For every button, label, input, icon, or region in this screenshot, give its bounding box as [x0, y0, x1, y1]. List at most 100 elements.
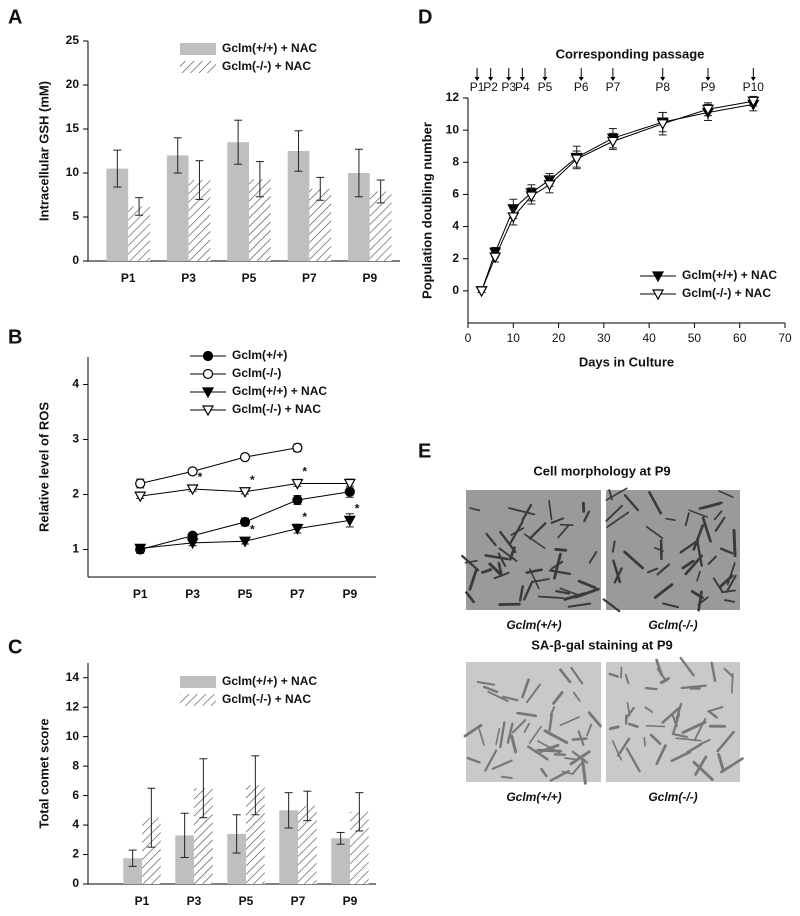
cell [644, 686, 658, 691]
marker [343, 478, 356, 490]
marker [525, 191, 538, 203]
cell [696, 570, 701, 582]
cell [554, 547, 568, 552]
legend-swatch [180, 694, 216, 706]
cell [671, 732, 688, 739]
cell [675, 737, 702, 742]
y-tick-label: 0 [72, 253, 79, 267]
y-axis-label: Population doubling number [419, 122, 434, 299]
legend-label: Gclm(+/+) + NAC [682, 268, 777, 282]
panel-letter: D [418, 6, 432, 28]
legend-label: Gclm(+/+) + NAC [232, 384, 327, 398]
marker [543, 180, 556, 192]
cell [559, 716, 580, 727]
cell [510, 734, 518, 754]
cell [681, 559, 695, 570]
significance: * [302, 465, 307, 479]
marker [187, 466, 198, 477]
y-tick-label: 8 [72, 758, 79, 772]
significance: * [302, 510, 307, 524]
cell [644, 706, 654, 713]
marker [201, 405, 215, 417]
y-tick-label: 10 [66, 165, 80, 179]
cell [655, 744, 667, 766]
x-tick-label: P5 [242, 271, 257, 285]
cell [665, 517, 676, 521]
passage-arrowhead [488, 77, 494, 81]
cell [461, 554, 480, 572]
x-tick-label: P3 [187, 894, 202, 908]
cell [529, 568, 540, 590]
cell [523, 533, 546, 549]
legend-label: Gclm(-/-) [232, 366, 281, 380]
cell [645, 724, 666, 728]
passage-label: P2 [483, 80, 498, 94]
significance: * [355, 502, 360, 516]
cell [553, 552, 562, 580]
cell [684, 554, 704, 576]
cell [563, 592, 586, 601]
marker [570, 154, 583, 166]
legend-swatch [180, 43, 216, 55]
bar [246, 785, 265, 884]
y-tick-label: 25 [66, 33, 80, 47]
bar [166, 155, 189, 261]
marker [606, 136, 619, 148]
image-title: SA-β-gal staining at P9 [531, 637, 673, 652]
cell [469, 507, 481, 512]
cell [602, 598, 621, 613]
bar [331, 838, 350, 884]
y-tick-label: 1 [72, 542, 79, 556]
legend-swatch [180, 61, 216, 73]
cell [710, 661, 717, 683]
cell [548, 713, 553, 732]
y-tick-label: 8 [452, 154, 459, 168]
y-tick-label: 4 [452, 219, 459, 233]
cell [626, 701, 631, 717]
bar [194, 788, 213, 884]
cell [684, 512, 690, 527]
x-tick-label: P5 [239, 894, 254, 908]
micrograph [466, 490, 601, 610]
x-tick-label: P9 [362, 271, 377, 285]
micrograph [466, 662, 601, 782]
marker [292, 442, 303, 453]
bar [227, 142, 249, 261]
marker [186, 538, 199, 550]
cell [482, 685, 499, 694]
cell [571, 737, 588, 741]
marker [238, 536, 252, 548]
bar [287, 151, 310, 261]
bar [106, 168, 129, 261]
legend-label: Gclm(+/+) + NAC [222, 41, 317, 55]
cell [570, 666, 584, 685]
marker [291, 524, 304, 535]
significance: * [250, 473, 255, 487]
image-label: Gclm(+/+) [506, 790, 561, 804]
cell [680, 684, 707, 690]
image-label: Gclm(-/-) [648, 790, 697, 804]
bar [249, 179, 271, 261]
cell [478, 728, 485, 746]
cell [537, 595, 564, 599]
passage-label: P4 [515, 80, 530, 94]
legend-swatch [180, 676, 216, 688]
passage-arrowhead [519, 77, 525, 81]
significance: * [250, 522, 255, 536]
series-line [140, 447, 298, 484]
x-axis-label: Days in Culture [579, 354, 674, 369]
cell [587, 711, 602, 728]
y-tick-label: 2 [72, 487, 79, 501]
marker [651, 271, 665, 283]
y-tick-label: 10 [446, 122, 460, 136]
cell [528, 725, 542, 744]
legend-label: Gclm(-/-) + NAC [682, 286, 771, 300]
cell [670, 750, 692, 763]
cell [613, 567, 623, 584]
cell [488, 562, 504, 577]
bar [348, 173, 370, 261]
cell [645, 526, 664, 540]
cell [581, 758, 587, 785]
passage-label: P10 [743, 80, 765, 94]
